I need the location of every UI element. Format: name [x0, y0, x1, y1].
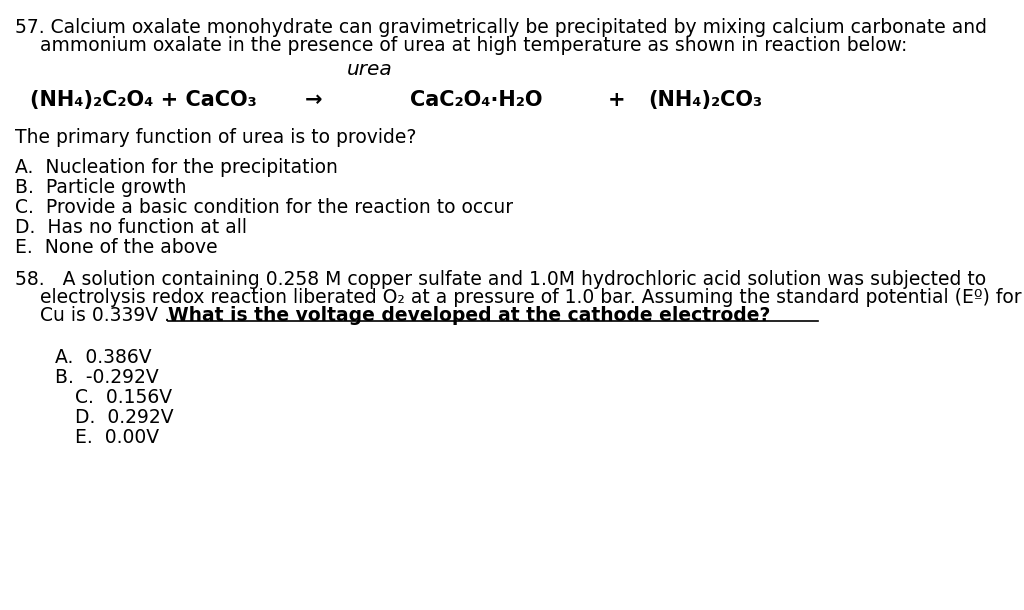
Text: CaC₂O₄·H₂O: CaC₂O₄·H₂O [410, 90, 543, 110]
Text: 57. Calcium oxalate monohydrate can gravimetrically be precipitated by mixing ca: 57. Calcium oxalate monohydrate can grav… [15, 18, 987, 37]
Text: D.  0.292V: D. 0.292V [75, 408, 174, 427]
Text: What is the voltage developed at the cathode electrode?: What is the voltage developed at the cat… [168, 306, 770, 325]
Text: E.  None of the above: E. None of the above [15, 238, 218, 257]
Text: electrolysis redox reaction liberated O₂ at a pressure of 1.0 bar. Assuming the : electrolysis redox reaction liberated O₂… [40, 288, 1022, 307]
Text: C.  0.156V: C. 0.156V [75, 388, 172, 407]
Text: urea: urea [347, 60, 393, 79]
Text: A.  Nucleation for the precipitation: A. Nucleation for the precipitation [15, 158, 338, 177]
Text: (NH₄)₂C₂O₄ + CaCO₃: (NH₄)₂C₂O₄ + CaCO₃ [30, 90, 257, 110]
Text: ammonium oxalate in the presence of urea at high temperature as shown in reactio: ammonium oxalate in the presence of urea… [40, 36, 907, 55]
Text: B.  Particle growth: B. Particle growth [15, 178, 186, 197]
Text: The primary function of urea is to provide?: The primary function of urea is to provi… [15, 128, 417, 147]
Text: 58.   A solution containing 0.258 M copper sulfate and 1.0M hydrochloric acid so: 58. A solution containing 0.258 M copper… [15, 270, 986, 289]
Text: C.  Provide a basic condition for the reaction to occur: C. Provide a basic condition for the rea… [15, 198, 513, 217]
Text: →: → [305, 90, 323, 110]
Text: (NH₄)₂CO₃: (NH₄)₂CO₃ [648, 90, 762, 110]
Text: +: + [608, 90, 626, 110]
Text: D.  Has no function at all: D. Has no function at all [15, 218, 247, 237]
Text: A.  0.386V: A. 0.386V [55, 348, 152, 367]
Text: E.  0.00V: E. 0.00V [75, 428, 159, 447]
Text: B.  -0.292V: B. -0.292V [55, 368, 159, 387]
Text: Cu is 0.339V .: Cu is 0.339V . [40, 306, 182, 325]
